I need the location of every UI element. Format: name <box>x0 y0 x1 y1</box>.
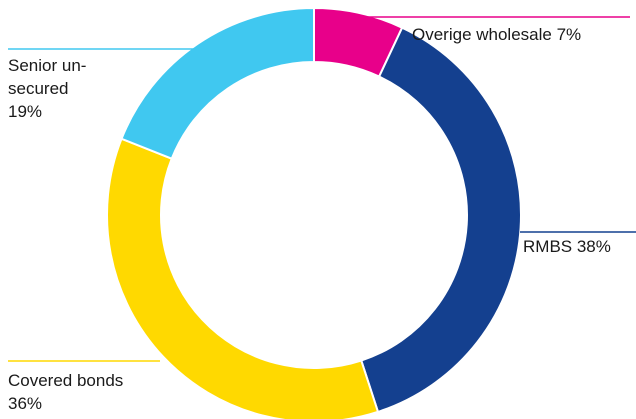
label-line: 36% <box>8 394 42 413</box>
label-rmbs: RMBS 38% <box>523 237 611 256</box>
label-overige-wholesale: Overige wholesale 7% <box>412 25 581 44</box>
label-line: RMBS 38% <box>523 237 611 256</box>
slice-labels: Overige wholesale 7% RMBS 38% Covered bond… <box>8 25 611 413</box>
label-line: secured <box>8 79 68 98</box>
label-covered-bonds: Covered bonds 36% <box>8 371 123 413</box>
label-senior-unsecured: Senior un-secured 19% <box>8 56 86 121</box>
label-line: Covered bonds <box>8 371 123 390</box>
slice-covered-bonds <box>106 137 380 419</box>
label-line: Overige wholesale 7% <box>412 25 581 44</box>
label-line: 19% <box>8 102 42 121</box>
donut-slices <box>106 6 522 419</box>
leader-lines <box>8 16 636 362</box>
label-line: Senior un- <box>8 56 86 75</box>
slice-rmbs <box>360 26 522 414</box>
slice-senior-unsecured <box>120 6 315 160</box>
